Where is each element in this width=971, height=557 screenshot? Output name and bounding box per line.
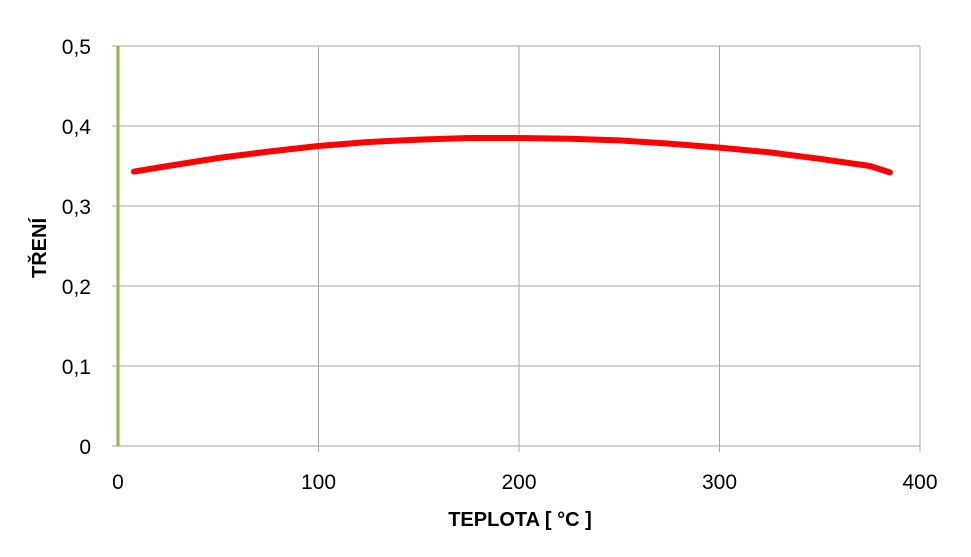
y-tick-labels: 0 0,1 0,2 0,3 0,4 0,5 <box>62 36 92 459</box>
x-axis-title: TEPLOTA [ °C ] <box>448 509 592 531</box>
series-layer <box>131 135 893 176</box>
series-line <box>131 135 893 176</box>
y-tick-label: 0,4 <box>62 116 92 139</box>
x-tick-labels: 0 100 200 300 400 <box>112 471 937 494</box>
x-tick-label: 200 <box>501 471 536 494</box>
y-tick-label: 0 <box>79 436 91 459</box>
x-tick-label: 400 <box>902 471 937 494</box>
x-tick-label: 100 <box>301 471 336 494</box>
x-tick-label: 0 <box>112 471 124 494</box>
y-tick-label: 0,2 <box>62 276 91 299</box>
grid-lines <box>112 45 921 452</box>
y-tick-label: 0,5 <box>62 36 91 59</box>
x-tick-label: 300 <box>702 471 737 494</box>
y-tick-label: 0,3 <box>62 196 91 219</box>
y-tick-label: 0,1 <box>62 356 91 379</box>
y-axis-title: TŘENÍ <box>27 218 51 278</box>
